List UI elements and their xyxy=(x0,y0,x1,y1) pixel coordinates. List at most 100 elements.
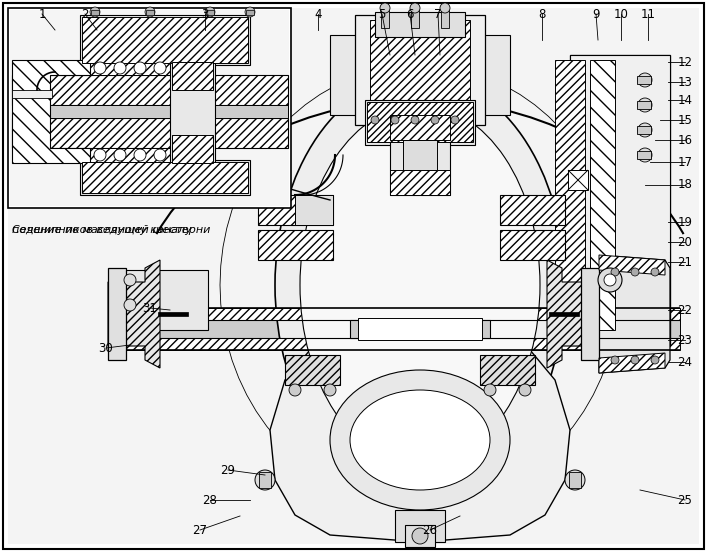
Circle shape xyxy=(114,149,126,161)
Circle shape xyxy=(611,356,619,364)
Bar xyxy=(480,355,535,385)
Text: 11: 11 xyxy=(641,8,655,20)
Circle shape xyxy=(604,274,616,286)
Text: 14: 14 xyxy=(677,93,692,107)
Text: 23: 23 xyxy=(677,333,692,347)
Bar xyxy=(285,355,340,385)
Text: 1: 1 xyxy=(38,8,46,20)
Text: 6: 6 xyxy=(407,8,414,20)
Bar xyxy=(259,472,271,488)
Polygon shape xyxy=(12,60,90,163)
Text: 15: 15 xyxy=(677,114,692,126)
Ellipse shape xyxy=(275,75,565,495)
Bar xyxy=(568,170,588,190)
Polygon shape xyxy=(390,170,450,195)
Circle shape xyxy=(124,274,136,286)
Circle shape xyxy=(174,62,186,74)
Text: 10: 10 xyxy=(614,8,629,20)
Text: 27: 27 xyxy=(192,523,207,537)
Text: 25: 25 xyxy=(677,493,692,507)
Polygon shape xyxy=(570,55,670,345)
Circle shape xyxy=(411,116,419,124)
Bar xyxy=(360,50,480,100)
Text: 28: 28 xyxy=(203,493,218,507)
Circle shape xyxy=(440,3,450,13)
Circle shape xyxy=(410,3,420,13)
Text: 16: 16 xyxy=(677,134,692,146)
Text: 9: 9 xyxy=(592,8,600,20)
Bar xyxy=(637,76,651,84)
Ellipse shape xyxy=(350,390,490,490)
Bar xyxy=(403,140,437,170)
Circle shape xyxy=(611,268,619,276)
Bar xyxy=(350,320,490,338)
Bar xyxy=(358,318,482,340)
Bar xyxy=(555,60,585,330)
Polygon shape xyxy=(270,350,570,542)
Circle shape xyxy=(134,149,146,161)
Bar xyxy=(371,120,379,135)
Bar xyxy=(390,115,450,195)
Circle shape xyxy=(154,149,166,161)
Circle shape xyxy=(565,470,585,490)
Circle shape xyxy=(371,116,379,124)
Polygon shape xyxy=(82,17,248,63)
Polygon shape xyxy=(599,255,665,275)
Polygon shape xyxy=(547,260,599,368)
Circle shape xyxy=(245,7,255,17)
Polygon shape xyxy=(172,135,213,163)
Bar xyxy=(381,10,389,28)
Text: 26: 26 xyxy=(423,523,438,537)
Text: 18: 18 xyxy=(677,178,692,192)
Circle shape xyxy=(174,149,186,161)
Text: 31: 31 xyxy=(143,301,158,315)
Ellipse shape xyxy=(330,370,510,510)
Bar xyxy=(405,525,435,547)
Text: 20: 20 xyxy=(677,236,692,248)
Circle shape xyxy=(519,384,531,396)
Bar xyxy=(355,15,485,125)
Polygon shape xyxy=(108,260,160,368)
Circle shape xyxy=(638,73,652,87)
Text: 3: 3 xyxy=(201,8,209,20)
Bar xyxy=(108,320,350,338)
Bar xyxy=(570,55,670,345)
Text: 29: 29 xyxy=(221,464,235,476)
Text: 30: 30 xyxy=(98,342,113,354)
Polygon shape xyxy=(599,255,670,373)
Bar xyxy=(8,8,291,208)
Circle shape xyxy=(631,268,639,276)
Circle shape xyxy=(145,7,155,17)
Text: 19: 19 xyxy=(677,215,692,229)
Bar xyxy=(411,120,419,135)
Text: 24: 24 xyxy=(677,355,692,369)
Circle shape xyxy=(205,7,215,17)
Circle shape xyxy=(484,384,496,396)
Bar xyxy=(490,320,680,338)
Bar xyxy=(441,10,449,28)
Text: 5: 5 xyxy=(378,8,386,20)
Circle shape xyxy=(391,116,399,124)
Polygon shape xyxy=(12,118,288,148)
Circle shape xyxy=(255,470,275,490)
Polygon shape xyxy=(108,308,350,320)
Bar xyxy=(500,195,565,225)
Bar xyxy=(108,268,126,360)
Bar xyxy=(451,120,459,135)
Circle shape xyxy=(134,62,146,74)
Polygon shape xyxy=(12,75,288,105)
Bar xyxy=(370,20,470,105)
Polygon shape xyxy=(390,115,450,140)
Polygon shape xyxy=(172,62,213,90)
Polygon shape xyxy=(599,353,665,373)
Ellipse shape xyxy=(300,105,540,465)
Polygon shape xyxy=(85,62,185,75)
Bar xyxy=(10,10,289,206)
Text: 22: 22 xyxy=(677,304,692,316)
Text: 13: 13 xyxy=(677,76,692,88)
Circle shape xyxy=(651,268,659,276)
Bar xyxy=(549,312,579,316)
Bar xyxy=(637,101,651,109)
Circle shape xyxy=(94,62,106,74)
Bar xyxy=(365,100,475,145)
